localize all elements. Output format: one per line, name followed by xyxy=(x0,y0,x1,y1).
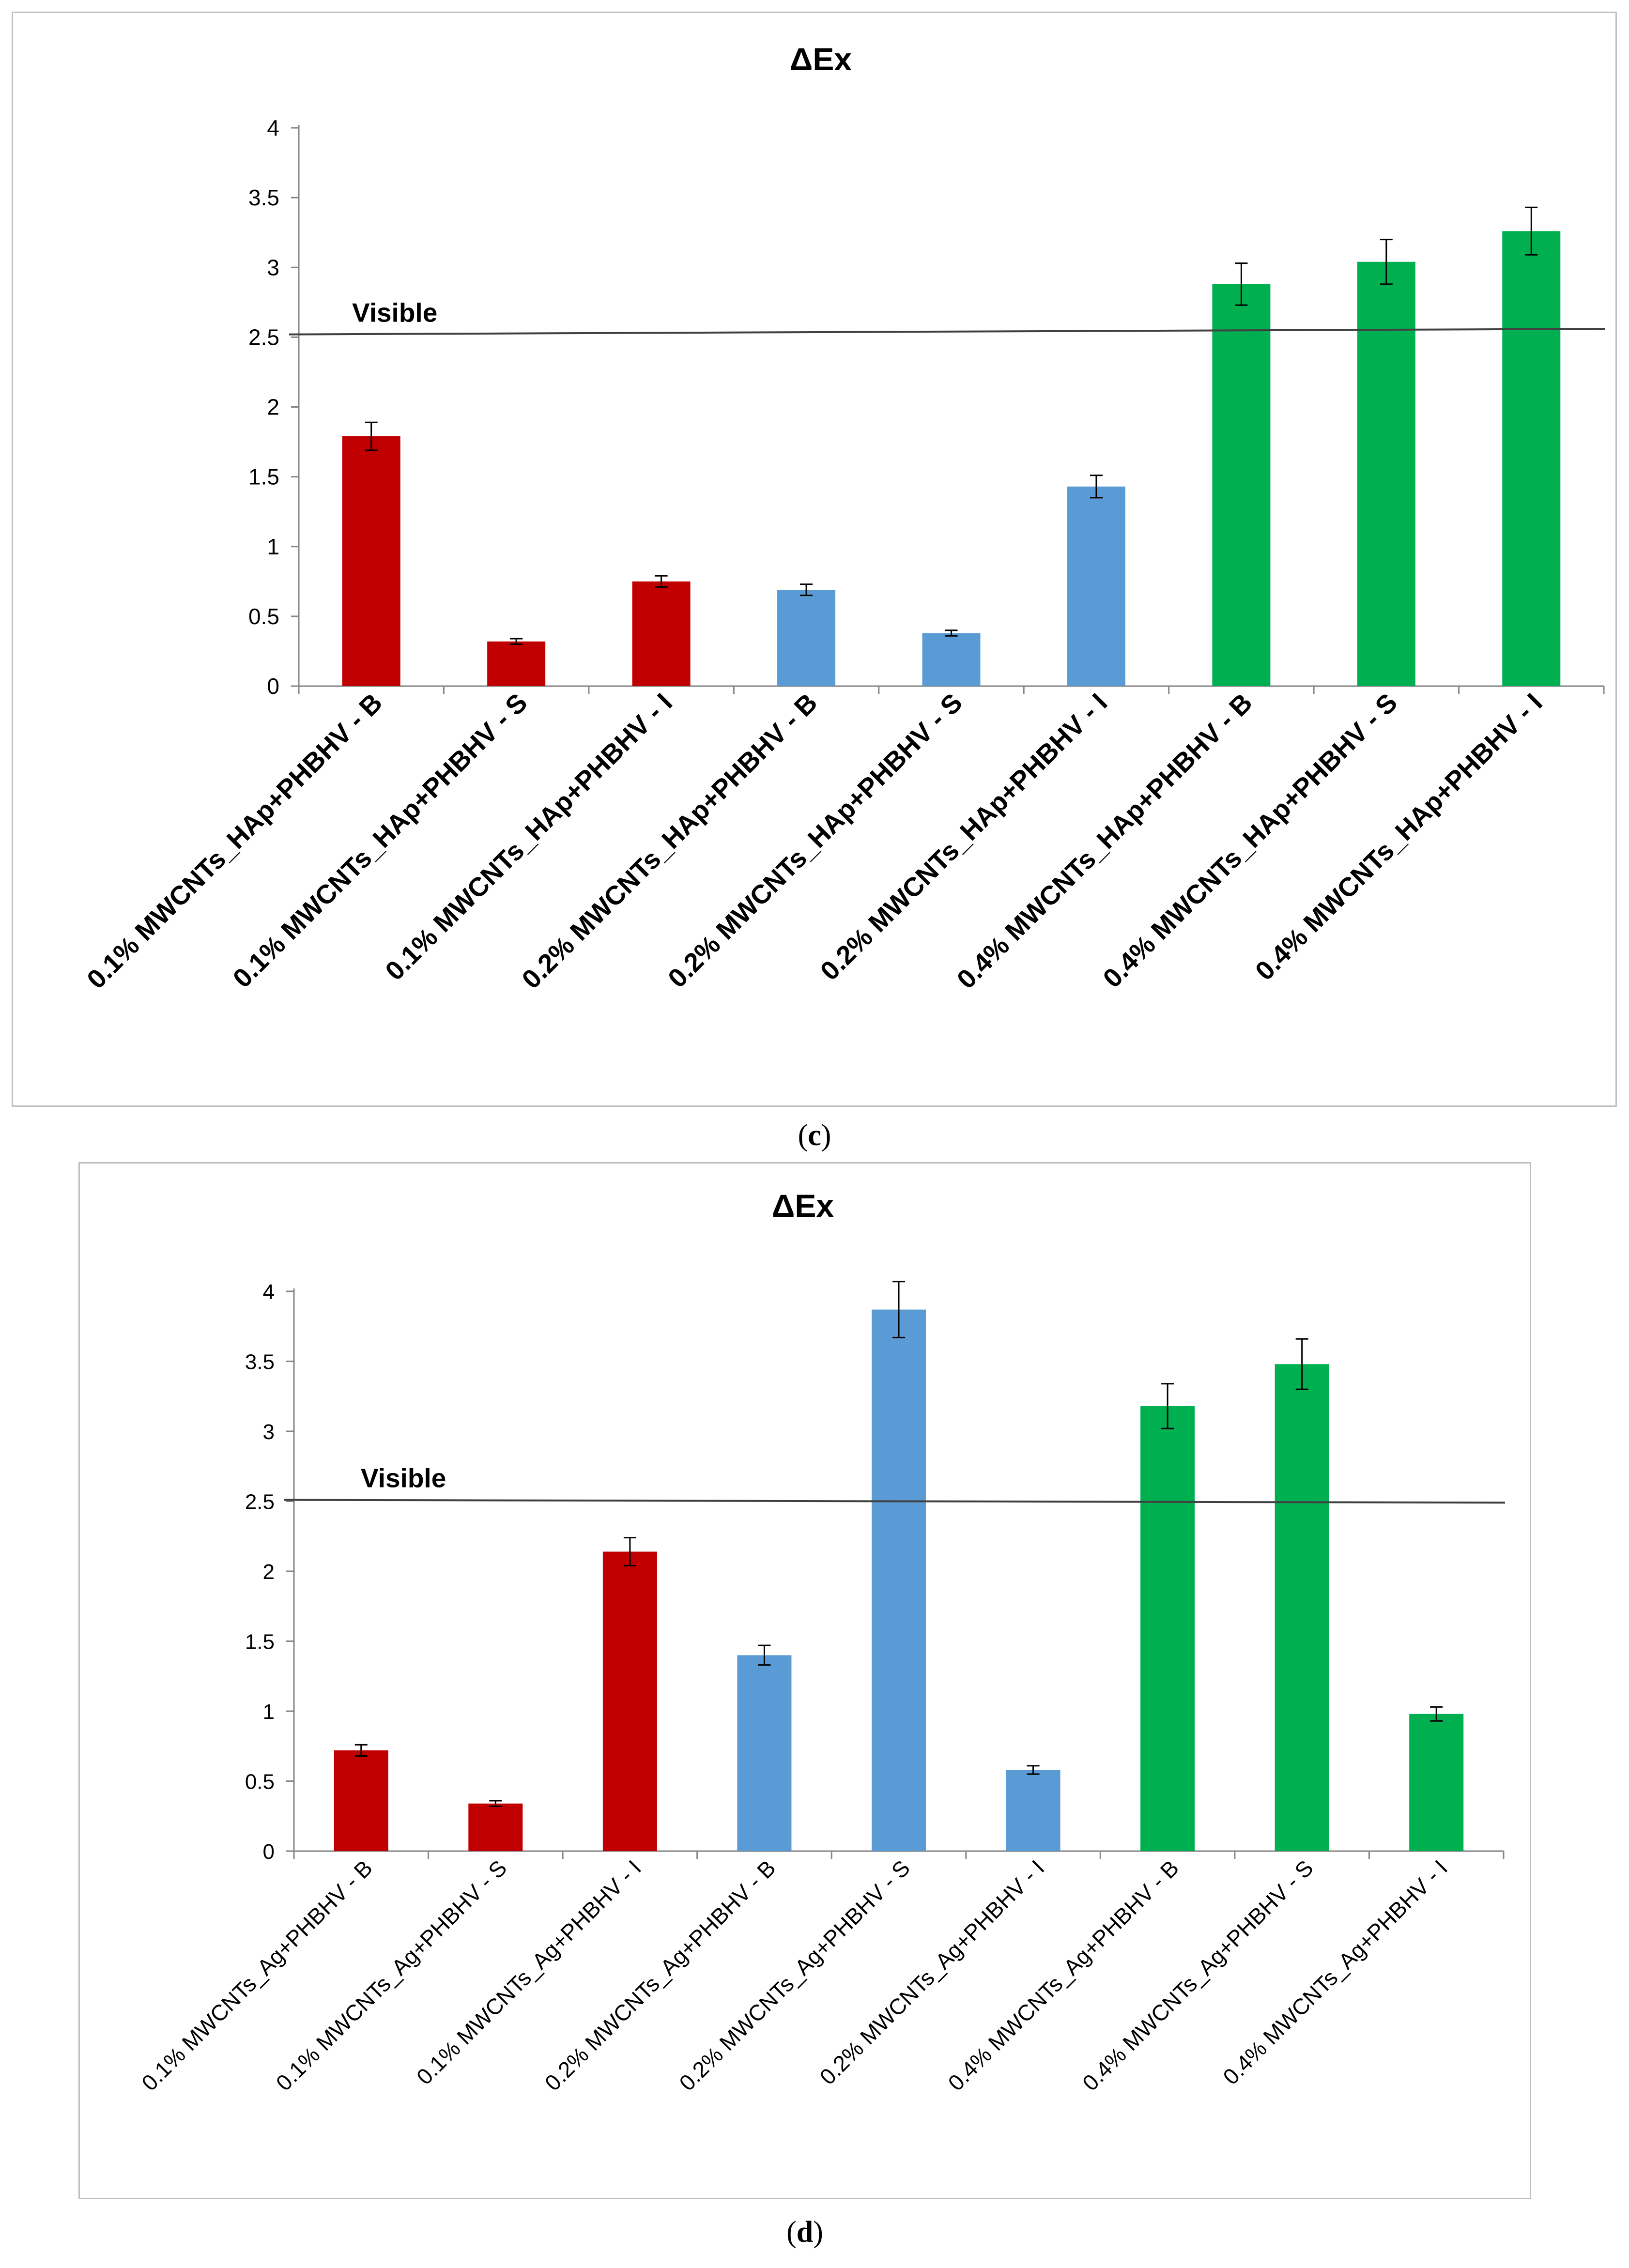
bar xyxy=(602,1551,657,1851)
y-tick-label: 3.5 xyxy=(248,185,279,210)
category-label: 0.4% MWCNTs_HAp+PHBHV - B xyxy=(951,688,1258,995)
panel-label-c: (c) xyxy=(798,1119,831,1152)
bar xyxy=(468,1803,523,1851)
y-tick-label: 2 xyxy=(263,1560,275,1584)
bar xyxy=(1212,284,1271,686)
bar xyxy=(1409,1714,1464,1851)
category-label: 0.1% MWCNTs_HAp+PHBHV - I xyxy=(379,688,678,986)
category-label: 0.1% MWCNTs_Ag+PHBHV - S xyxy=(271,1855,512,2096)
bar xyxy=(632,581,691,686)
category-label: 0.2% MWCNTs_HAp+PHBHV - I xyxy=(814,688,1113,986)
category-label: 0.2% MWCNTs_Ag+PHBHV - S xyxy=(674,1855,915,2096)
y-tick-label: 2 xyxy=(267,395,279,420)
y-tick-label: 2.5 xyxy=(248,324,279,350)
bar xyxy=(1357,261,1415,686)
visible-threshold-label: Visible xyxy=(361,1463,446,1493)
chart-title: ΔEx xyxy=(772,1188,834,1224)
category-label: 0.4% MWCNTs_HAp+PHBHV - I xyxy=(1249,688,1548,986)
y-tick-label: 3 xyxy=(263,1420,275,1444)
bar xyxy=(1067,486,1125,686)
category-label: 0.1% MWCNTs_Ag+PHBHV - B xyxy=(137,1855,377,2096)
visible-threshold-line xyxy=(284,1499,1506,1504)
bar xyxy=(1006,1770,1060,1851)
y-tick-label: 0.5 xyxy=(248,604,279,629)
visible-threshold-label: Visible xyxy=(352,298,437,328)
bar-chart-c: ΔEx 0 0.5 1 1.5 2 2.5 3 3.5 4 0.1% MWCNTs_HAp+PHBH… xyxy=(81,41,1606,995)
bar xyxy=(872,1309,926,1851)
bar xyxy=(1275,1364,1329,1851)
category-label: 0.4% MWCNTs_Ag+PHBHV - B xyxy=(943,1855,1183,2096)
y-tick-label: 2.5 xyxy=(245,1490,275,1514)
category-label: 0.1% MWCNTs_Ag+PHBHV - I xyxy=(412,1855,646,2089)
bar xyxy=(487,641,546,686)
y-tick-label: 1 xyxy=(267,534,279,559)
bar xyxy=(1502,231,1561,686)
y-tick-label: 1.5 xyxy=(248,464,279,490)
y-tick-label: 3.5 xyxy=(245,1350,275,1374)
category-label: 0.4% MWCNTs_HAp+PHBHV - S xyxy=(1097,688,1403,994)
category-label: 0.4% MWCNTs_Ag+PHBHV - S xyxy=(1077,1855,1318,2096)
category-label: 0.1% MWCNTs_HAp+PHBHV - S xyxy=(227,688,533,994)
y-tick-label: 4 xyxy=(267,115,279,140)
category-label: 0.4% MWCNTs_Ag+PHBHV - I xyxy=(1218,1855,1452,2089)
bar xyxy=(334,1750,388,1851)
chart-panel-c: ΔEx 0 0.5 1 1.5 2 2.5 3 3.5 4 0.1% MWCNTs_HAp+PHBH… xyxy=(12,12,1617,1107)
bar-chart-d: ΔEx 0 0.5 1 1.5 2 2.5 3 3.5 4 0.1% MWCNTs_Ag+PHBHV… xyxy=(137,1188,1506,2096)
y-tick-label: 0.5 xyxy=(245,1770,275,1794)
y-tick-label: 1 xyxy=(263,1700,275,1724)
y-tick-label: 1.5 xyxy=(245,1630,275,1654)
chart-title: ΔEx xyxy=(790,41,852,77)
category-label: 0.2% MWCNTs_HAp+PHBHV - B xyxy=(516,688,823,995)
y-tick-label: 4 xyxy=(263,1280,275,1304)
category-label: 0.1% MWCNTs_HAp+PHBHV - B xyxy=(81,688,388,995)
bar xyxy=(737,1655,792,1851)
category-label: 0.2% MWCNTs_HAp+PHBHV - S xyxy=(662,688,968,994)
panel-label-d: (d) xyxy=(786,2216,823,2249)
y-tick-label: 0 xyxy=(267,674,279,699)
category-label: 0.2% MWCNTs_Ag+PHBHV - B xyxy=(540,1855,781,2096)
bar xyxy=(342,436,400,686)
bar xyxy=(922,633,981,686)
visible-threshold-line xyxy=(289,328,1606,336)
y-tick-label: 3 xyxy=(267,255,279,280)
bar xyxy=(1140,1406,1195,1851)
bar xyxy=(777,590,836,686)
category-label: 0.2% MWCNTs_Ag+PHBHV - I xyxy=(814,1855,1049,2089)
chart-panel-d: ΔEx 0 0.5 1 1.5 2 2.5 3 3.5 4 0.1% MWCNTs_Ag+PHBHV… xyxy=(78,1162,1531,2199)
y-tick-label: 0 xyxy=(263,1840,275,1864)
